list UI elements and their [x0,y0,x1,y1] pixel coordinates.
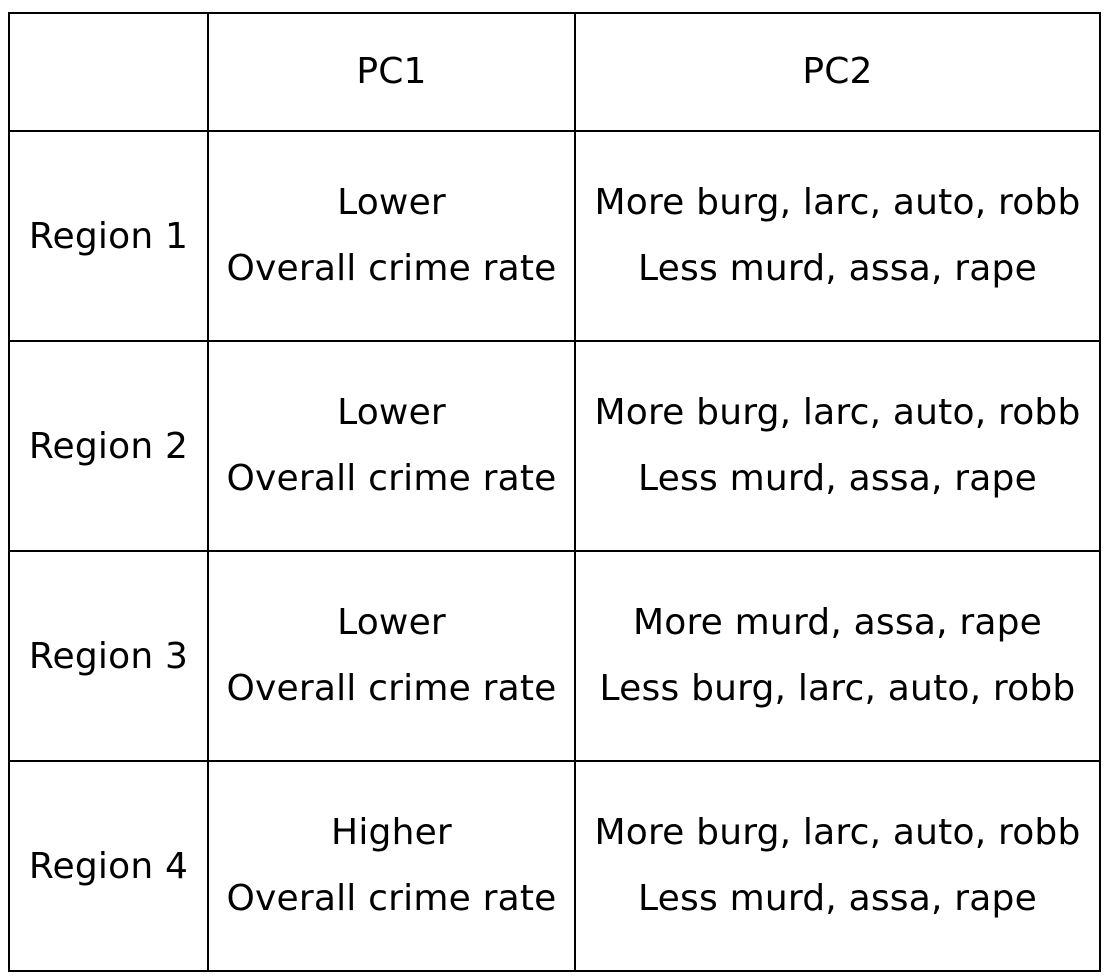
header-pc2: PC2 [574,12,1101,132]
pc2-cell: More murd, assa, rape Less burg, larc, a… [574,550,1101,762]
pc1-description: Overall crime rate [226,878,557,919]
table-row: Region 2 Lower Overall crime rate More b… [8,340,1101,552]
pc1-direction: Higher [331,812,452,853]
pc1-description: Overall crime rate [226,248,557,289]
pc2-cell: More burg, larc, auto, robb Less murd, a… [574,340,1101,552]
region-label: Region 2 [8,340,209,552]
pc1-cell: Lower Overall crime rate [207,130,576,342]
pc1-cell: Lower Overall crime rate [207,340,576,552]
region-label: Region 1 [8,130,209,342]
header-corner-cell [8,12,209,132]
pc2-more: More burg, larc, auto, robb [594,182,1081,223]
region-name: Region 3 [28,636,189,677]
pc1-cell: Lower Overall crime rate [207,550,576,762]
pc1-cell: Higher Overall crime rate [207,760,576,972]
pc1-description: Overall crime rate [226,668,557,709]
region-label: Region 3 [8,550,209,762]
pc2-cell: More burg, larc, auto, robb Less murd, a… [574,130,1101,342]
region-label: Region 4 [8,760,209,972]
region-name: Region 1 [28,216,189,257]
header-pc1: PC1 [207,12,576,132]
pc2-cell: More burg, larc, auto, robb Less murd, a… [574,760,1101,972]
table-row: Region 4 Higher Overall crime rate More … [8,760,1101,972]
table-row: Region 1 Lower Overall crime rate More b… [8,130,1101,342]
region-name: Region 4 [28,846,189,887]
pc1-direction: Lower [337,182,446,223]
pc2-more: More burg, larc, auto, robb [594,392,1081,433]
pc1-description: Overall crime rate [226,458,557,499]
pc2-less: Less murd, assa, rape [638,458,1037,499]
pc2-more: More murd, assa, rape [632,602,1043,643]
table-header-row: PC1 PC2 [8,12,1101,132]
table-row: Region 3 Lower Overall crime rate More m… [8,550,1101,762]
pc1-direction: Lower [337,392,446,433]
pc2-less: Less burg, larc, auto, robb [599,668,1076,709]
pc2-more: More burg, larc, auto, robb [594,812,1081,853]
pc1-direction: Lower [337,602,446,643]
pc2-less: Less murd, assa, rape [638,878,1037,919]
region-pc-table: PC1 PC2 Region 1 Lower Overall crime rat… [8,12,1101,972]
region-name: Region 2 [28,426,189,467]
pc2-less: Less murd, assa, rape [638,248,1037,289]
